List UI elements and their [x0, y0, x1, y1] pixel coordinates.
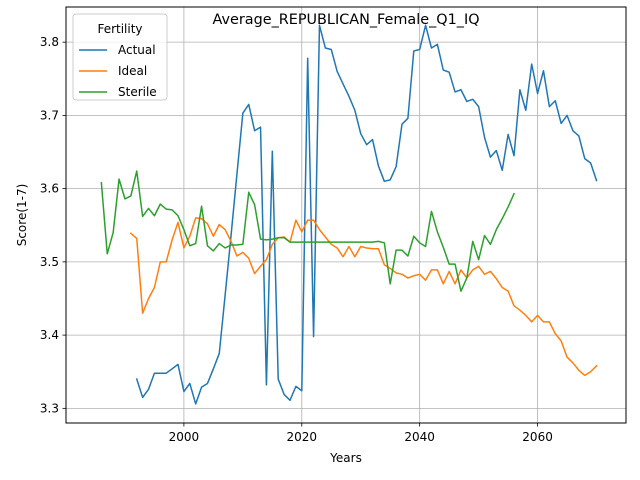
- x-tick-label: 2020: [287, 430, 318, 444]
- legend-entries: Actual Ideal Sterile: [79, 43, 157, 99]
- x-axis-ticks: 2000 2020 2040 2060: [169, 423, 553, 444]
- y-tick-label: 3.4: [40, 328, 59, 342]
- x-tick-label: 2060: [522, 430, 553, 444]
- plot-frame: [65, 6, 627, 424]
- legend-title: Fertility: [97, 22, 142, 36]
- grid-lines: [66, 7, 626, 423]
- y-tick-label: 3.8: [40, 35, 59, 49]
- series-lines: [100, 24, 598, 405]
- y-tick-label: 3.7: [40, 108, 59, 122]
- legend: Fertility Actual Ideal Sterile: [72, 13, 168, 101]
- legend-box: [72, 13, 168, 101]
- chart-title: Average_REPUBLICAN_Female_Q1_IQ: [212, 12, 479, 28]
- y-tick-label: 3.5: [40, 255, 59, 269]
- y-tick-label: 3.6: [40, 182, 59, 196]
- x-axis-label: Years: [329, 451, 362, 465]
- legend-label-actual: Actual: [118, 43, 156, 57]
- legend-label-sterile: Sterile: [118, 85, 157, 99]
- y-tick-label: 3.3: [40, 401, 59, 415]
- x-tick-label: 2000: [169, 430, 200, 444]
- legend-label-ideal: Ideal: [118, 64, 147, 78]
- y-axis-ticks: 3.3 3.4 3.5 3.6 3.7 3.8: [40, 35, 66, 415]
- series-line-ideal: [129, 217, 598, 377]
- series-line-sterile: [100, 170, 515, 292]
- x-tick-label: 2040: [404, 430, 435, 444]
- series-line-actual: [135, 24, 598, 405]
- y-axis-label: Score(1-7): [15, 184, 29, 247]
